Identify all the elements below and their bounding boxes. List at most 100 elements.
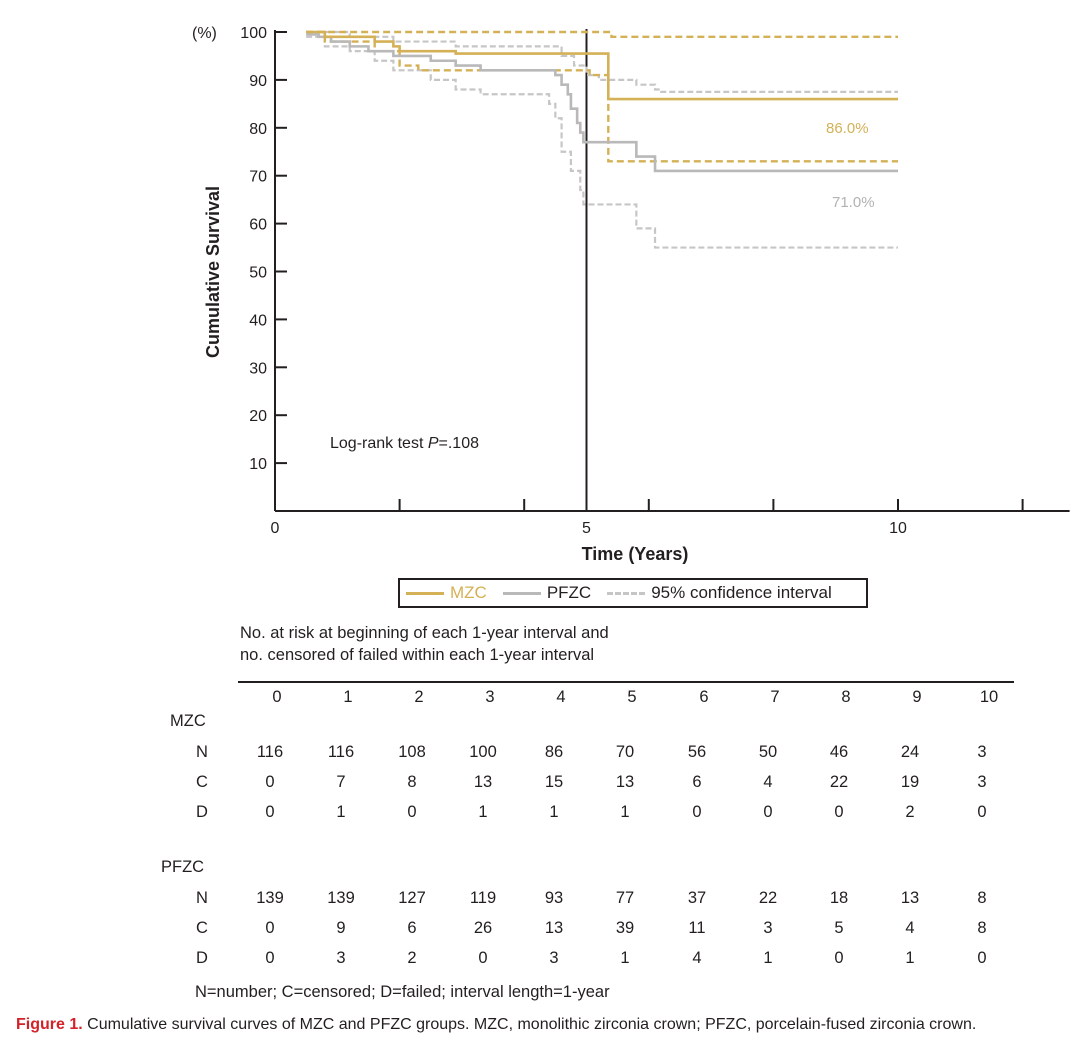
risk-table-cell: 39 bbox=[615, 919, 635, 937]
interval-header: 9 bbox=[912, 688, 922, 706]
interval-header: 4 bbox=[556, 688, 566, 706]
risk-table-cell: 0 bbox=[834, 949, 844, 967]
legend-swatch-mzc bbox=[406, 591, 444, 595]
pfzc-ci-lower-line bbox=[306, 35, 898, 249]
y-tick-label: 90 bbox=[249, 73, 267, 90]
legend-item-pfzc: PFZC bbox=[502, 583, 592, 603]
interval-header: 2 bbox=[414, 688, 424, 706]
risk-table-cell: 5 bbox=[834, 919, 844, 937]
risk-table-cell: 24 bbox=[900, 743, 920, 761]
risk-table-cell: 1 bbox=[549, 803, 559, 821]
risk-table-cell: 7 bbox=[336, 773, 346, 791]
risk-table-cell: 0 bbox=[478, 949, 488, 967]
risk-table-cell: 0 bbox=[763, 803, 773, 821]
risk-table-cell: 9 bbox=[336, 919, 346, 937]
risk-table-cell: 0 bbox=[692, 803, 702, 821]
risk-table-cell: 1 bbox=[620, 803, 630, 821]
risk-table-cell: 6 bbox=[407, 919, 417, 937]
risk-table-cell: 19 bbox=[900, 773, 920, 791]
risk-table-cell: 2 bbox=[905, 803, 915, 821]
risk-table-cell: 8 bbox=[407, 773, 417, 791]
log-rank-annotation: Log-rank test P=.108 bbox=[330, 435, 479, 452]
risk-table-cell: 0 bbox=[977, 949, 987, 967]
risk-table-cell: 3 bbox=[763, 919, 773, 937]
pfzc-survival-line bbox=[306, 33, 898, 173]
risk-table-cell: 22 bbox=[829, 773, 849, 791]
risk-table-cell: 0 bbox=[265, 949, 275, 967]
risk-table-cell: 0 bbox=[977, 803, 987, 821]
interval-header: 10 bbox=[979, 688, 999, 706]
legend-label-pfzc: PFZC bbox=[546, 583, 592, 602]
risk-table-cell: 0 bbox=[265, 773, 275, 791]
group-label: PFZC bbox=[161, 858, 205, 876]
risk-table-title-line2: no. censored of failed within each 1-yea… bbox=[240, 646, 595, 664]
interval-header: 3 bbox=[485, 688, 495, 706]
chart-series bbox=[306, 30, 898, 249]
risk-table-cell: 1 bbox=[763, 949, 773, 967]
risk-table-cell: 139 bbox=[256, 889, 284, 907]
interval-header: 6 bbox=[699, 688, 709, 706]
risk-table-cell: 4 bbox=[692, 949, 702, 967]
risk-table-cell: 8 bbox=[977, 919, 987, 937]
y-tick-label: 60 bbox=[249, 217, 267, 234]
survival-chart: 10 20 30 40 50 60 70 80 90 100 0 5 10 (%) Cumulative… bbox=[192, 25, 1070, 564]
risk-table-cell: 1 bbox=[478, 803, 488, 821]
interval-header: 7 bbox=[770, 688, 780, 706]
risk-table-cell: 3 bbox=[977, 743, 987, 761]
risk-table-cell: 46 bbox=[829, 743, 849, 761]
risk-table-cell: 100 bbox=[469, 743, 497, 761]
figure-caption-text: Cumulative survival curves of MZC and PF… bbox=[82, 1016, 977, 1033]
x-tick-label: 0 bbox=[271, 520, 280, 537]
risk-table-cell: 13 bbox=[473, 773, 493, 791]
y-tick-label: 10 bbox=[249, 456, 267, 473]
x-axis-title: Time (Years) bbox=[582, 544, 689, 564]
risk-table-cell: 13 bbox=[544, 919, 564, 937]
risk-table-cell: 56 bbox=[687, 743, 707, 761]
interval-header: 8 bbox=[841, 688, 851, 706]
risk-table-cell: 116 bbox=[327, 743, 355, 761]
y-tick-label: 20 bbox=[249, 408, 267, 425]
y-tick-label: 30 bbox=[249, 360, 267, 377]
row-label: N bbox=[196, 889, 208, 907]
risk-table-footnote: N=number; C=censored; D=failed; interval… bbox=[195, 983, 610, 1001]
y-unit-label: (%) bbox=[192, 25, 217, 42]
row-label: N bbox=[196, 743, 208, 761]
y-tick-label: 40 bbox=[249, 312, 267, 329]
y-tick-label: 100 bbox=[240, 25, 267, 42]
interval-header: 0 bbox=[272, 688, 282, 706]
risk-table-cell: 3 bbox=[336, 949, 346, 967]
y-tick-label: 50 bbox=[249, 265, 267, 282]
mzc-ci-upper-line bbox=[306, 30, 898, 38]
legend-swatch-ci bbox=[607, 591, 646, 595]
risk-table-cell: 3 bbox=[977, 773, 987, 791]
risk-table-cell: 15 bbox=[544, 773, 564, 791]
risk-table-cell: 13 bbox=[900, 889, 920, 907]
pfzc-ci-upper-line bbox=[306, 30, 898, 93]
figure-label: Figure 1. bbox=[16, 1016, 83, 1033]
row-label: C bbox=[196, 773, 208, 791]
chart-legend: MZC PFZC 95% confidence interval bbox=[398, 578, 868, 608]
risk-table-rule bbox=[238, 681, 1014, 683]
risk-table-cell: 6 bbox=[692, 773, 702, 791]
interval-header: 5 bbox=[627, 688, 637, 706]
risk-table-cell: 8 bbox=[977, 889, 987, 907]
risk-table-cell: 0 bbox=[407, 803, 417, 821]
risk-table-cell: 1 bbox=[336, 803, 346, 821]
risk-table-cell: 1 bbox=[620, 949, 630, 967]
pfzc-end-label: 71.0% bbox=[832, 194, 875, 211]
risk-table-cell: 0 bbox=[265, 803, 275, 821]
risk-table-title: No. at risk at beginning of each 1-year … bbox=[240, 622, 609, 666]
legend-swatch-pfzc bbox=[502, 591, 541, 595]
risk-table-cell: 139 bbox=[327, 889, 355, 907]
mzc-survival-line bbox=[306, 30, 898, 101]
risk-table-cell: 11 bbox=[688, 919, 706, 937]
row-label: D bbox=[196, 949, 208, 967]
risk-table-cell: 1 bbox=[905, 949, 915, 967]
risk-table-cell: 116 bbox=[256, 743, 284, 761]
interval-header: 1 bbox=[343, 688, 353, 706]
risk-table-cell: 26 bbox=[473, 919, 493, 937]
risk-table-cell: 108 bbox=[398, 743, 426, 761]
x-tick-label: 5 bbox=[582, 520, 591, 537]
risk-table-cell: 37 bbox=[687, 889, 707, 907]
risk-table-cell: 13 bbox=[615, 773, 635, 791]
